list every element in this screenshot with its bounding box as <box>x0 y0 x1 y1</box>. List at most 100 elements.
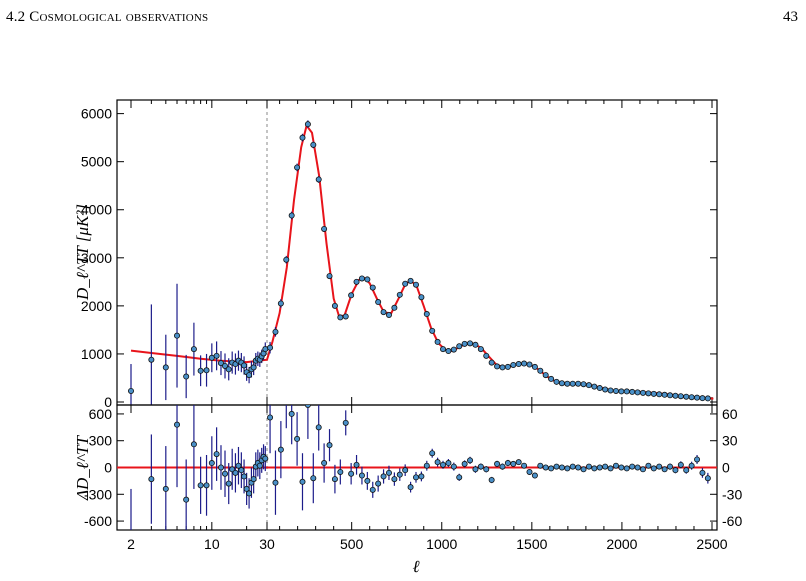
data-point <box>364 477 371 484</box>
data-point <box>704 395 711 402</box>
data-point <box>407 484 414 491</box>
data-point <box>526 468 533 475</box>
data-point <box>634 389 641 396</box>
data-point <box>418 294 425 301</box>
data-point <box>488 359 495 366</box>
y-tick-label: 5000 <box>81 154 112 170</box>
data-point <box>241 473 248 480</box>
data-point <box>699 469 706 476</box>
data-point <box>629 388 636 395</box>
data-point <box>672 467 679 474</box>
data-point <box>591 465 598 472</box>
y-tick-label: 0 <box>104 394 112 410</box>
data-point <box>667 392 674 399</box>
data-point <box>575 464 582 471</box>
data-point <box>299 478 306 485</box>
data-point <box>127 387 134 394</box>
data-point <box>575 380 582 387</box>
data-point <box>694 394 701 401</box>
data-point <box>222 362 229 369</box>
data-point <box>380 309 387 316</box>
data-point <box>467 457 474 464</box>
x-tick-label: 1500 <box>516 536 547 552</box>
data-point <box>418 473 425 480</box>
data-point <box>288 212 295 219</box>
data-point <box>326 273 333 280</box>
data-point <box>174 332 181 339</box>
x-tick-label: 30 <box>259 536 275 552</box>
data-point <box>477 346 484 353</box>
data-point <box>645 390 652 397</box>
y-tick-label: -300 <box>84 486 112 502</box>
data-point <box>304 121 311 128</box>
data-point <box>585 382 592 389</box>
data-point <box>429 450 436 457</box>
data-point <box>241 362 248 369</box>
data-point <box>569 380 576 387</box>
data-point <box>369 284 376 291</box>
data-point <box>299 134 306 141</box>
data-point <box>434 459 441 466</box>
y-tick-label-right: 0 <box>722 460 730 476</box>
data-point <box>412 474 419 481</box>
data-point <box>246 372 253 379</box>
data-point <box>445 348 452 355</box>
data-point <box>225 480 232 487</box>
data-point <box>683 393 690 400</box>
data-point <box>385 312 392 319</box>
data-point <box>208 460 215 467</box>
data-point <box>391 476 398 483</box>
data-point <box>326 442 333 449</box>
data-point <box>353 278 360 285</box>
data-point <box>483 466 490 473</box>
data-point <box>629 463 636 470</box>
data-point <box>450 346 457 353</box>
data-point <box>623 465 630 472</box>
data-point <box>591 383 598 390</box>
data-point <box>331 476 338 483</box>
data-point <box>531 363 538 370</box>
data-point <box>250 364 257 371</box>
y-tick-label: 0 <box>104 460 112 476</box>
data-point <box>450 463 457 470</box>
y-tick-label: 4000 <box>81 202 112 218</box>
y-tick-label-right: -30 <box>722 486 742 502</box>
x-tick-label: 2 <box>127 536 135 552</box>
data-point <box>672 392 679 399</box>
data-point <box>256 462 263 469</box>
data-point <box>277 446 284 453</box>
data-point <box>688 394 695 401</box>
data-point <box>217 464 224 471</box>
data-point <box>618 388 625 395</box>
data-point <box>580 466 587 473</box>
data-point <box>375 480 382 487</box>
data-point <box>445 460 452 467</box>
data-point <box>537 367 544 374</box>
data-point <box>472 341 479 348</box>
data-point <box>504 460 511 467</box>
axis-labels: D_ℓ^TT [μK²] ΔD_ℓ^TT ℓ <box>73 204 420 576</box>
data-point <box>203 367 210 374</box>
x-axis-label: ℓ <box>412 557 419 576</box>
data-point <box>434 338 441 345</box>
y-tick-label-right: 30 <box>722 433 738 449</box>
data-point <box>310 141 317 148</box>
data-point <box>607 387 614 394</box>
data-point <box>294 164 301 171</box>
data-point <box>521 360 528 367</box>
data-point <box>197 367 204 374</box>
data-point <box>456 474 463 481</box>
data-point <box>272 328 279 335</box>
data-point <box>396 471 403 478</box>
data-point <box>243 485 250 492</box>
data-point <box>321 460 328 467</box>
data-point <box>337 468 344 475</box>
data-point <box>688 462 695 469</box>
data-point <box>203 482 210 489</box>
data-point <box>580 381 587 388</box>
data-point <box>656 463 663 470</box>
data-point <box>661 466 668 473</box>
data-point <box>650 465 657 472</box>
